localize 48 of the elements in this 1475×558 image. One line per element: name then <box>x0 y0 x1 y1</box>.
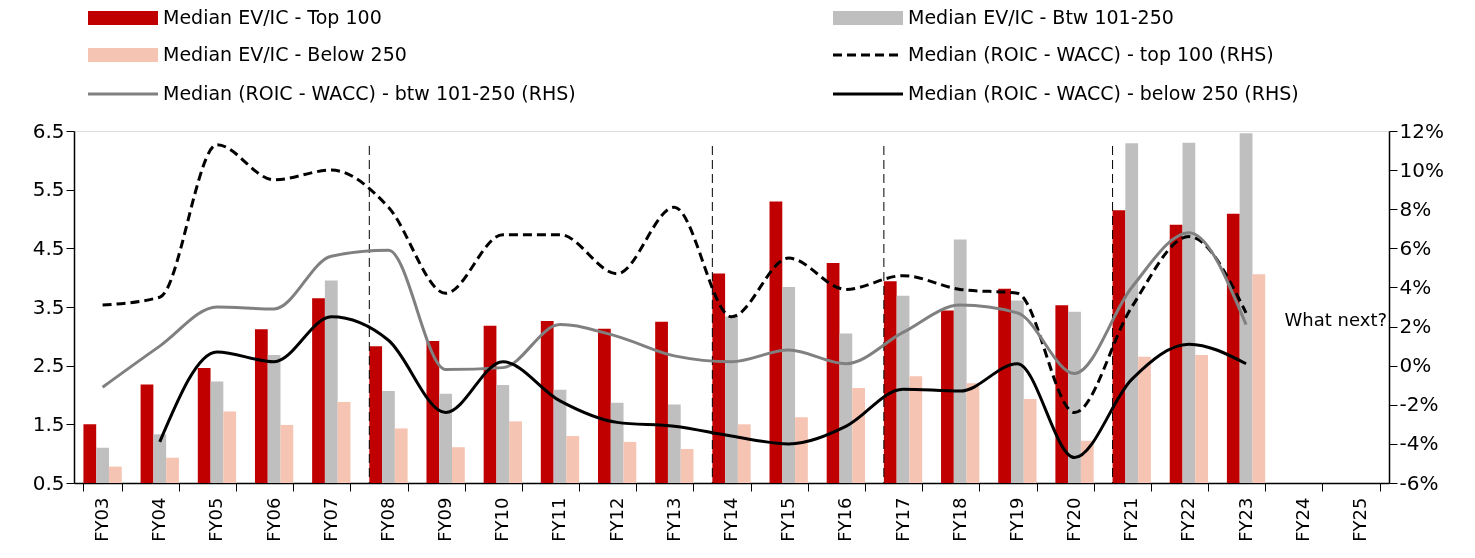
y2-tick-label: 6% <box>1399 235 1432 260</box>
x-tick-label: FY16 <box>834 497 856 542</box>
x-tick-label: FY12 <box>605 497 627 542</box>
legend-label: Median EV/IC - Below 250 <box>163 43 407 65</box>
x-tick-label: FY19 <box>1005 497 1027 542</box>
x-tick-label: FY07 <box>319 497 341 542</box>
x-tick-label: FY20 <box>1063 497 1085 542</box>
y2-tick-label: 2% <box>1399 314 1432 339</box>
x-tick-label: FY21 <box>1120 497 1142 542</box>
y2-tick-label: 8% <box>1399 196 1432 221</box>
line-series <box>101 231 1248 389</box>
y-tick-label: 4.5 <box>32 235 65 260</box>
y-tick-label: 2.5 <box>32 353 65 378</box>
x-tick-label: FY08 <box>376 497 398 542</box>
legend-label: Median (ROIC - WACC) - top 100 (RHS) <box>908 43 1274 65</box>
legend-label: Median EV/IC - Top 100 <box>163 6 382 28</box>
y2-tick-label: -2% <box>1399 392 1439 417</box>
y-tick-label: 3.5 <box>32 294 65 319</box>
y2-tick-label: 4% <box>1399 274 1432 299</box>
x-tick-label: FY23 <box>1234 497 1256 542</box>
x-tick-label: FY11 <box>548 497 570 542</box>
x-tick-label: FY15 <box>777 497 799 542</box>
legend-label: Median (ROIC - WACC) - below 250 (RHS) <box>908 82 1299 104</box>
y2-tick-label: -4% <box>1399 431 1439 456</box>
y2-tick-label: 12% <box>1399 118 1444 143</box>
x-tick-label: FY25 <box>1348 497 1370 542</box>
x-tick-label: FY10 <box>491 497 513 542</box>
x-tick-label: FY03 <box>91 497 113 542</box>
annotation: What next? <box>1284 309 1387 330</box>
x-tick-label: FY14 <box>720 497 741 542</box>
y2-tick-label: -6% <box>1399 470 1439 495</box>
y2-tick-label: 0% <box>1399 353 1432 378</box>
y-tick-label: 6.5 <box>32 118 65 143</box>
x-tick-label: FY05 <box>205 497 227 542</box>
x-tick-label: FY13 <box>662 497 684 542</box>
x-tick-label: FY18 <box>948 497 970 542</box>
x-tick-label: FY24 <box>1291 497 1313 542</box>
y-tick-label: 1.5 <box>32 411 65 436</box>
y2-tick-label: 10% <box>1399 157 1444 182</box>
y-tick-label: 5.5 <box>32 177 65 202</box>
legend-label: Median EV/IC - Btw 101-250 <box>908 6 1174 28</box>
legend-label: Median (ROIC - WACC) - btw 101-250 (RHS) <box>163 82 576 104</box>
x-tick-label: FY04 <box>148 497 170 542</box>
y-tick-label: 0.5 <box>32 470 65 495</box>
x-tick-label: FY22 <box>1177 497 1199 542</box>
x-tick-label: FY17 <box>891 497 913 542</box>
x-tick-label: FY09 <box>434 497 456 542</box>
x-tick-label: FY06 <box>262 497 284 542</box>
